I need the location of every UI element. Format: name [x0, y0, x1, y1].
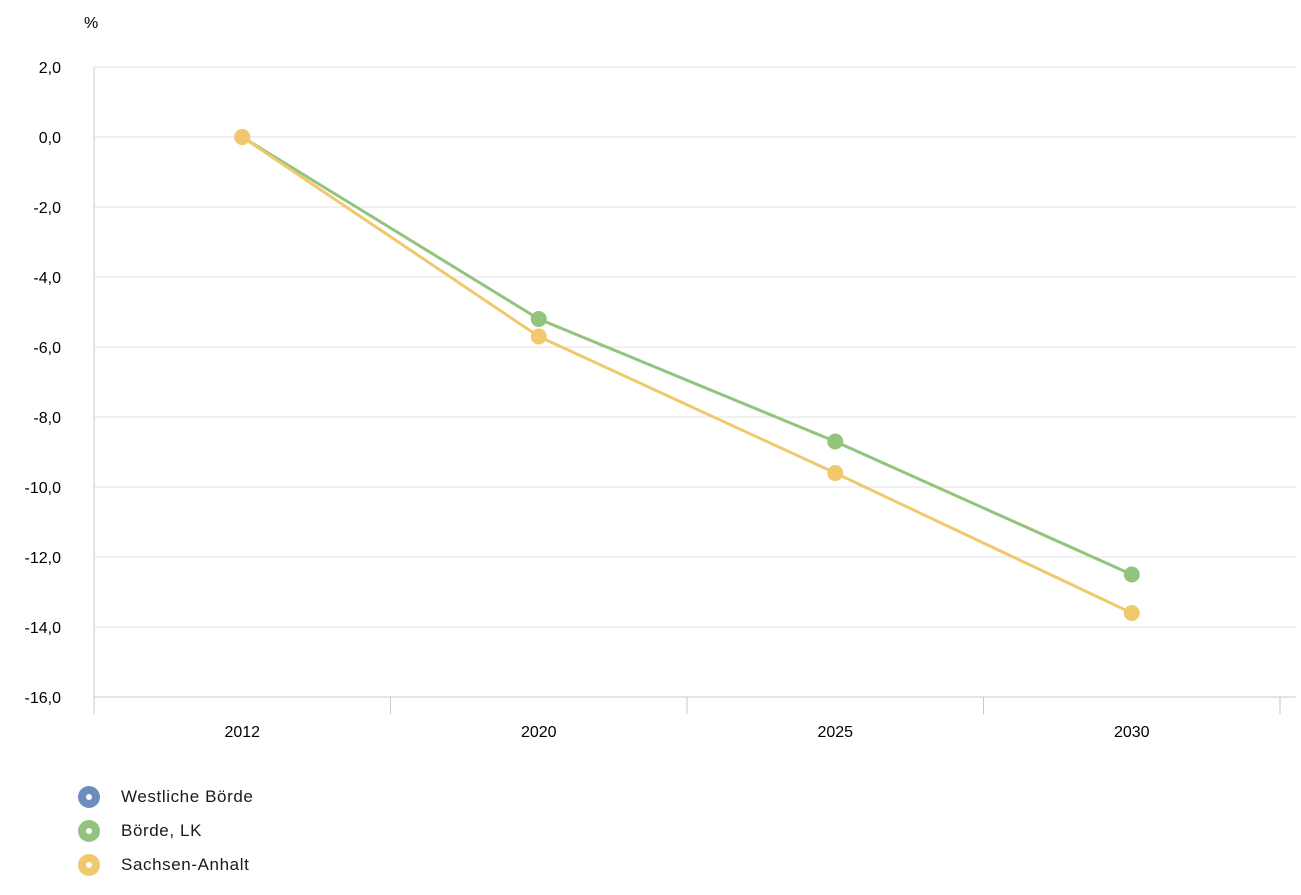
- axes: [93, 67, 1296, 714]
- data-point[interactable]: [1123, 605, 1140, 621]
- legend-marker-westliche-boerde: [78, 786, 100, 808]
- series-2: [234, 129, 1140, 621]
- legend: Westliche Börde Börde, LK Sachsen-Anhalt: [78, 780, 253, 882]
- series-line: [241, 135, 1133, 615]
- y-tick-label: -6,0: [33, 340, 61, 357]
- y-tick-label: -10,0: [25, 480, 62, 497]
- grid-lines: [94, 66, 1296, 628]
- y-tick-label: -16,0: [25, 690, 62, 707]
- x-tick-label: 2020: [521, 724, 557, 741]
- y-tick-label: -4,0: [33, 270, 61, 287]
- data-point[interactable]: [530, 328, 547, 345]
- series-layer: [234, 129, 1140, 621]
- y-tick-label: 0,0: [39, 130, 61, 147]
- legend-item-westliche-boerde[interactable]: Westliche Börde: [78, 780, 253, 814]
- series-line: [241, 135, 1133, 576]
- legend-item-sachsen-anhalt[interactable]: Sachsen-Anhalt: [78, 848, 253, 882]
- series-1: [234, 129, 1140, 583]
- x-tick-label: 2012: [224, 724, 260, 741]
- legend-label: Westliche Börde: [121, 787, 254, 806]
- x-tick-label: 2030: [1114, 724, 1150, 741]
- data-point[interactable]: [827, 433, 844, 450]
- data-point[interactable]: [1123, 566, 1140, 583]
- legend-item-boerde-lk[interactable]: Börde, LK: [78, 814, 253, 848]
- y-axis-ticks: 2,0 0,0 -2,0 -4,0 -6,0 -8,0 -10,0 -12,0 -14,0 -16…: [25, 60, 62, 707]
- y-tick-label: -12,0: [25, 550, 62, 567]
- legend-label: Sachsen-Anhalt: [121, 855, 250, 874]
- x-tick-label: 2025: [817, 724, 853, 741]
- y-tick-label: -14,0: [25, 620, 62, 637]
- data-point[interactable]: [234, 129, 251, 145]
- y-tick-label: -8,0: [33, 410, 61, 427]
- y-tick-label: -2,0: [33, 200, 61, 217]
- data-point[interactable]: [827, 465, 844, 481]
- data-point[interactable]: [530, 311, 547, 327]
- x-axis-ticks: 2012 2020 2025 2030: [224, 724, 1149, 741]
- legend-marker-boerde-lk: [78, 820, 100, 842]
- legend-label: Börde, LK: [121, 821, 203, 840]
- legend-marker-sachsen-anhalt: [78, 854, 100, 876]
- y-axis-label: %: [84, 15, 98, 32]
- y-tick-label: 2,0: [39, 60, 61, 77]
